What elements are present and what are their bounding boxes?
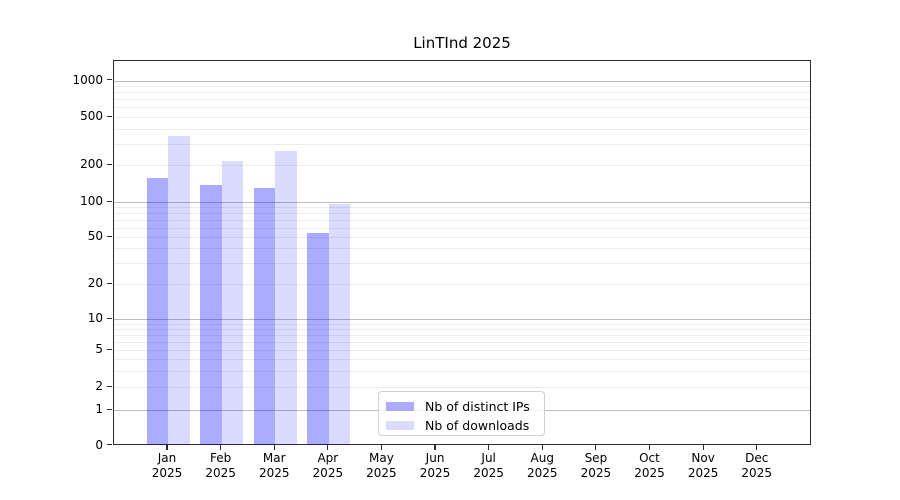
x-tick-mark [541, 444, 543, 450]
y-tick-mark [107, 115, 112, 117]
gridline-minor [114, 328, 810, 330]
x-tick-mark [327, 444, 329, 450]
gridline-minor [114, 99, 810, 101]
bar-downloads-mar [275, 151, 297, 446]
gridline-minor [114, 86, 810, 88]
gridline-minor [114, 107, 810, 109]
bar-distinct-ips-mar [253, 187, 276, 446]
bar-distinct-ips-apr [307, 233, 329, 446]
gridline-minor [114, 143, 810, 145]
y-tick-label: 0 [95, 437, 103, 452]
legend-swatch-distinct-ips [386, 401, 414, 411]
gridline-minor [114, 284, 810, 285]
y-tick-label: 100 [80, 194, 103, 208]
x-tick-mark [488, 444, 490, 450]
y-tick-label: 10 [87, 311, 103, 325]
y-tick-mark [107, 408, 112, 410]
legend-label-downloads: Nb of downloads [425, 417, 530, 433]
legend: Nb of distinct IPs Nb of downloads [378, 391, 545, 436]
gridline-minor [114, 227, 810, 229]
chart-title: LinTInd 2025 [413, 34, 511, 52]
bar-distinct-ips-jan [146, 177, 168, 446]
y-tick-mark [107, 282, 112, 284]
x-tick-label-jul: Jul 2025 [473, 450, 504, 481]
gridline-minor [114, 359, 810, 360]
bar-downloads-jan [168, 135, 190, 446]
x-tick-label-may: May 2025 [366, 450, 397, 481]
y-tick-mark [107, 79, 112, 81]
bar-distinct-ips-feb [200, 184, 222, 446]
y-tick-mark [107, 317, 112, 319]
gridline-minor [114, 350, 810, 351]
x-tick-mark [434, 444, 436, 450]
x-tick-mark [702, 444, 704, 450]
y-tick-mark [107, 235, 112, 237]
y-tick-mark [107, 200, 112, 202]
gridline-minor [114, 213, 810, 215]
legend-label-distinct-ips: Nb of distinct IPs [425, 398, 530, 414]
legend-swatch-downloads [386, 420, 414, 430]
x-tick-label-mar: Mar 2025 [258, 450, 290, 481]
x-tick-label-dec: Dec 2025 [741, 450, 772, 481]
y-tick-mark [107, 385, 112, 387]
gridline-major [114, 202, 810, 203]
x-tick-mark [648, 444, 651, 450]
x-tick-label-apr: Apr 2025 [312, 450, 344, 481]
y-tick-label: 2 [95, 379, 103, 393]
gridline-minor [114, 220, 810, 221]
y-tick-mark [107, 348, 112, 350]
gridline-minor [114, 92, 810, 94]
bar-downloads-feb [221, 161, 244, 446]
x-tick-mark [595, 444, 597, 450]
x-tick-mark [380, 444, 383, 450]
legend-item-distinct-ips: Nb of distinct IPs [379, 397, 544, 415]
plot-area [113, 60, 811, 446]
x-tick-label-nov: Nov 2025 [687, 450, 719, 481]
y-tick-label: 200 [80, 157, 103, 171]
gridline-minor [114, 387, 810, 388]
gridline-minor [114, 165, 810, 166]
bar-downloads-apr [328, 203, 351, 446]
y-tick-label: 1 [95, 402, 103, 416]
gridline-minor [114, 128, 810, 130]
gridline-minor [114, 370, 810, 372]
x-tick-mark [166, 444, 168, 450]
y-tick-label: 20 [87, 276, 103, 290]
gridline-major [114, 319, 810, 320]
gridline-minor [114, 263, 810, 265]
y-tick-label: 5 [95, 342, 103, 356]
y-tick-mark [107, 163, 112, 165]
x-tick-mark [756, 444, 758, 450]
gridline-minor [114, 207, 810, 209]
x-tick-label-aug: Aug 2025 [526, 450, 558, 481]
x-tick-label-jun: Jun 2025 [419, 450, 451, 481]
x-tick-mark [220, 444, 222, 450]
legend-item-downloads: Nb of downloads [379, 416, 544, 434]
y-tick-label: 50 [87, 229, 103, 243]
y-tick-mark [107, 444, 112, 446]
x-tick-label-feb: Feb 2025 [205, 450, 236, 481]
x-tick-mark [273, 444, 275, 450]
y-tick-label: 500 [80, 109, 103, 123]
gridline-minor [114, 334, 810, 336]
gridline-minor [114, 237, 810, 238]
gridline-minor [114, 248, 810, 250]
x-tick-label-oct: Oct 2025 [634, 450, 665, 481]
gridline-minor [114, 323, 810, 325]
y-tick-label: 1000 [72, 72, 103, 87]
gridline-minor [114, 341, 810, 343]
gridline-major [114, 80, 810, 82]
gridline-minor [114, 117, 810, 118]
x-tick-label-sep: Sep 2025 [580, 450, 612, 481]
x-tick-label-jan: Jan 2025 [151, 450, 183, 481]
